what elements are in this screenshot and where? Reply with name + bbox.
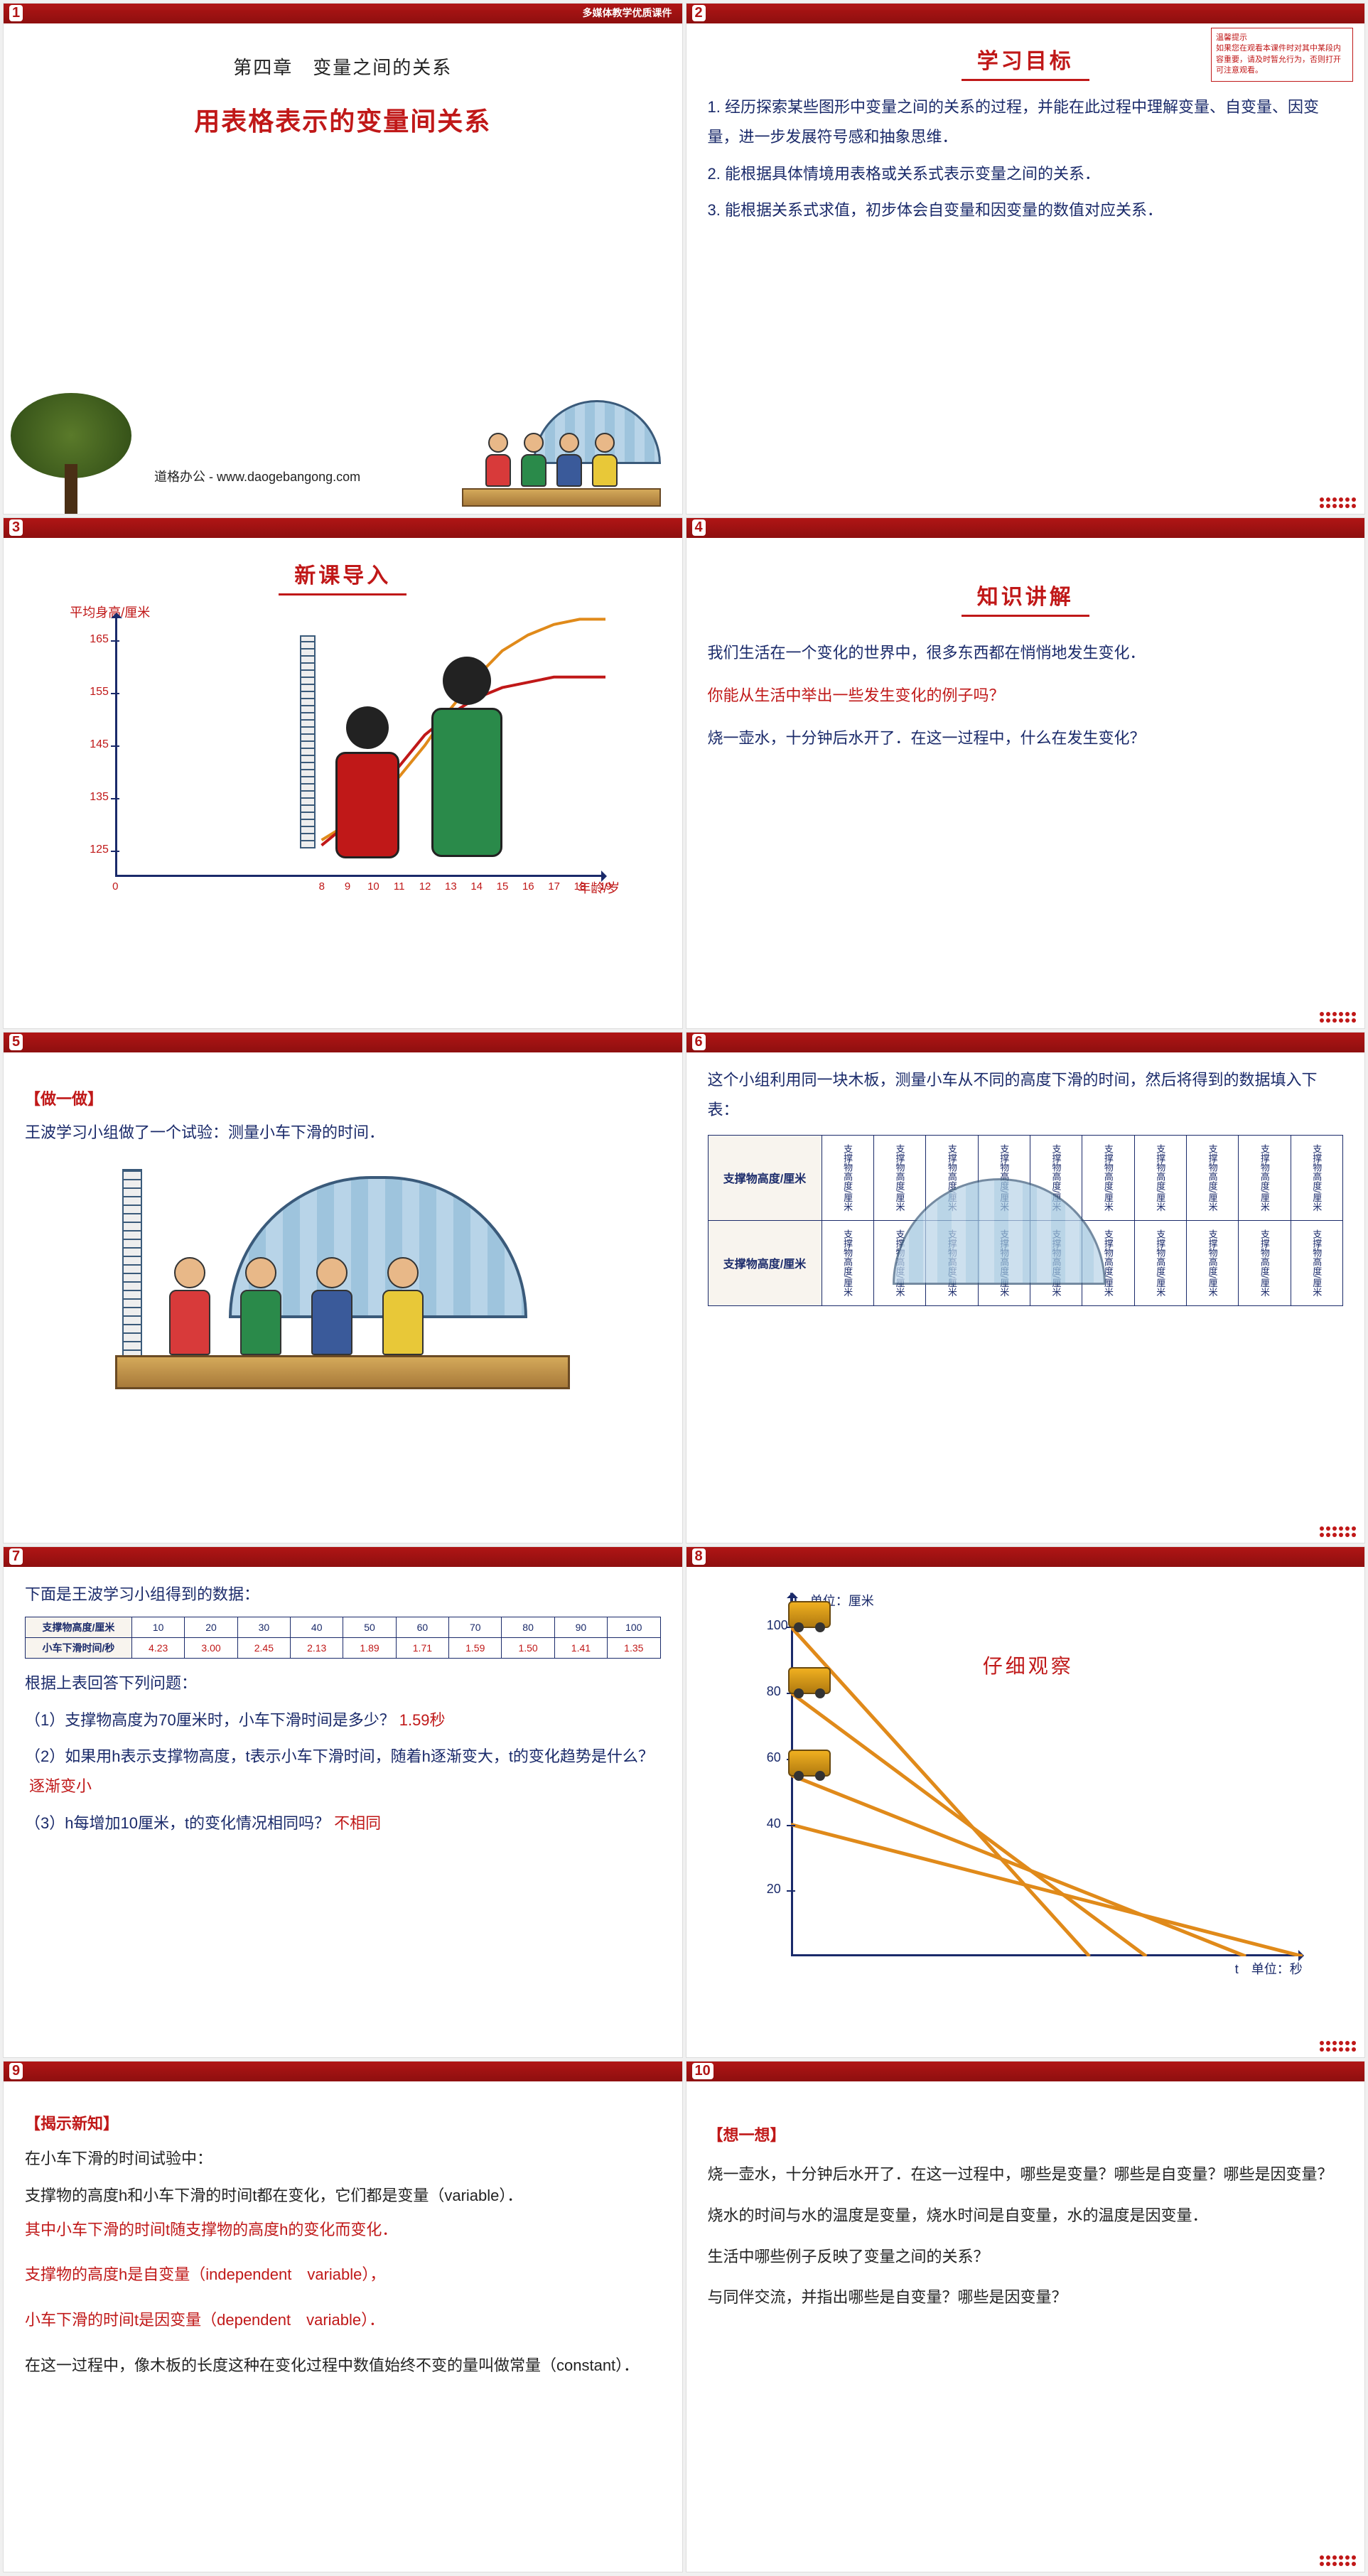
experiment-illustration — [115, 1176, 570, 1403]
questions-intro: 根据上表回答下列问题： — [25, 1669, 661, 1698]
intro-text: 我们生活在一个变化的世界中，很多东西都在悄悄地发生变化． — [708, 638, 1344, 668]
slide-7: 7 下面是王波学习小组得到的数据： 支撑物高度/厘米10203040506070… — [3, 1546, 683, 2058]
data-table: 支撑物高度/厘米102030405060708090100小车下滑时间/秒4.2… — [25, 1617, 661, 1659]
slide-5: 5 【做一做】 王波学习小组做了一个试验：测量小车下滑的时间． — [3, 1032, 683, 1543]
slide-topbar — [4, 2062, 682, 2081]
slide-topbar — [686, 1033, 1365, 1052]
lesson-title: 用表格表示的变量间关系 — [25, 101, 661, 138]
section-heading: 学习目标 — [708, 43, 1344, 81]
slide1-footer: 道格办公 - www.daogebangong.com — [4, 393, 682, 514]
slide-number-badge: 1 — [9, 5, 23, 21]
slide-topbar — [4, 1547, 682, 1567]
line-3: 其中小车下滑的时间t随支撑物的高度h的变化而变化． — [25, 2215, 661, 2245]
slide-number-badge: 6 — [692, 1034, 706, 1050]
slide-number-badge: 7 — [9, 1548, 23, 1565]
answer-1: 1.59秒 — [399, 1711, 446, 1729]
section-heading: 新课导入 — [25, 558, 661, 596]
slide-8: 8 h 单位：厘米 t 单位：秒 20406080100 仔细观察 — [686, 1546, 1366, 2058]
line-3: 生活中哪些例子反映了变量之间的关系？ — [708, 2242, 1344, 2272]
slide-topbar — [686, 2062, 1365, 2081]
activity-tag: 【做一做】 — [25, 1090, 103, 1108]
slide-2: 2 温馨提示 如果您在观看本课件时对其中某段内容重要，请及时暂允行为，否则打开可… — [686, 3, 1366, 514]
chart-ramps — [791, 1594, 1303, 1956]
slide-1: 1 多媒体教学优质课件 第四章 变量之间的关系 用表格表示的变量间关系 道格办公… — [3, 3, 683, 514]
slide-number-badge: 10 — [692, 2063, 713, 2079]
slide-3: 3 新课导入 平均身高/厘米 年龄/岁 125135145155165 0891… — [3, 517, 683, 1029]
decor-dots — [1320, 1012, 1356, 1023]
line-1: 烧一壶水，十分钟后水开了．在这一过程中，哪些是变量？哪些是自变量？哪些是因变量？ — [708, 2160, 1344, 2189]
chapter-title: 第四章 变量之间的关系 — [25, 53, 661, 80]
line-4: 支撑物的高度h是自变量（independent variable）， — [25, 2260, 661, 2290]
activity-text: 王波学习小组做了一个试验：测量小车下滑的时间． — [25, 1118, 661, 1148]
slide-number-badge: 9 — [9, 2063, 23, 2079]
slide-topbar — [4, 518, 682, 538]
slope-chart: h 单位：厘米 t 单位：秒 20406080100 仔细观察 — [748, 1594, 1303, 1992]
line-4: 与同伴交流，并指出哪些是自变量？哪些是因变量？ — [708, 2283, 1344, 2312]
slide-number-badge: 4 — [692, 519, 706, 536]
height-age-chart: 平均身高/厘米 年龄/岁 125135145155165 08910111213… — [72, 607, 613, 905]
question-text: 你能从生活中举出一些发生变化的例子吗？ — [708, 681, 1344, 711]
decor-dots — [1320, 497, 1356, 508]
slide-number-badge: 5 — [9, 1034, 23, 1050]
question-3: （3）h每增加10厘米，t的变化情况相同吗？不相同 — [25, 1809, 661, 1838]
question-2: （2）如果用h表示支撑物高度，t表示小车下滑时间，随着h逐渐变大，t的变化趋势是… — [25, 1742, 661, 1801]
line-2: 烧水的时间与水的温度是变量，烧水时间是自变量，水的温度是因变量． — [708, 2201, 1344, 2231]
think-tag: 【想一想】 — [708, 2126, 786, 2144]
reveal-tag: 【揭示新知】 — [25, 2115, 119, 2133]
t-axis-label: t 单位：秒 — [1235, 1959, 1303, 1978]
slide-topbar: 多媒体教学优质课件 — [4, 4, 682, 23]
observe-label: 仔细观察 — [983, 1651, 1074, 1679]
question-1: （1）支撑物高度为70厘米时，小车下滑时间是多少？1.59秒 — [25, 1705, 661, 1735]
example-text: 烧一壶水，十分钟后水开了．在这一过程中，什么在发生变化？ — [708, 723, 1344, 753]
slide-number-badge: 2 — [692, 5, 706, 21]
slide-topbar — [686, 4, 1365, 23]
line-6: 在这一过程中，像木板的长度这种在变化过程中数值始终不变的量叫做常量（consta… — [25, 2351, 661, 2381]
objective-3: 3. 能根据关系式求值，初步体会自变量和因变量的数值对应关系． — [708, 195, 1344, 225]
line-5: 小车下滑的时间t是因变量（dependent variable）． — [25, 2305, 661, 2335]
intro-text: 这个小组利用同一块木板，测量小车从不同的高度下滑的时间，然后将得到的数据填入下表… — [708, 1065, 1344, 1125]
slide-number-badge: 3 — [9, 519, 23, 536]
slide-topbar — [686, 1547, 1365, 1567]
section-heading: 知识讲解 — [708, 579, 1344, 617]
slide-9: 9 【揭示新知】 在小车下滑的时间试验中： 支撑物的高度h和小车下滑的时间t都在… — [3, 2061, 683, 2572]
intro-text: 下面是王波学习小组得到的数据： — [25, 1580, 661, 1610]
experiment-illustration — [462, 400, 661, 514]
objective-2: 2. 能根据具体情境用表格或关系式表示变量之间的关系． — [708, 159, 1344, 189]
footer-url: 道格办公 - www.daogebangong.com — [154, 467, 360, 485]
tree-icon — [4, 393, 146, 514]
slide-6: 6 这个小组利用同一块木板，测量小车从不同的高度下滑的时间，然后将得到的数据填入… — [686, 1032, 1366, 1543]
answer-3: 不相同 — [334, 1814, 381, 1832]
slide-4: 4 知识讲解 我们生活在一个变化的世界中，很多东西都在悄悄地发生变化． 你能从生… — [686, 517, 1366, 1029]
slide-topbar — [686, 518, 1365, 538]
decor-dots — [1320, 2555, 1356, 2566]
decor-dots — [1320, 2041, 1356, 2052]
badge-text: 多媒体教学优质课件 — [583, 6, 672, 20]
slide-topbar — [4, 1033, 682, 1052]
line-1: 在小车下滑的时间试验中： — [25, 2144, 661, 2174]
decor-dots — [1320, 1526, 1356, 1537]
objective-1: 1. 经历探索某些图形中变量之间的关系的过程，并能在此过程中理解变量、自变量、因… — [708, 92, 1344, 152]
slide-10: 10 【想一想】 烧一壶水，十分钟后水开了．在这一过程中，哪些是变量？哪些是自变… — [686, 2061, 1366, 2572]
kids-measure-illustration — [300, 635, 556, 863]
answer-2: 逐渐变小 — [29, 1777, 92, 1795]
slide-number-badge: 8 — [692, 1548, 706, 1565]
line-2: 支撑物的高度h和小车下滑的时间t都在变化，它们都是变量（variable）． — [25, 2181, 661, 2211]
